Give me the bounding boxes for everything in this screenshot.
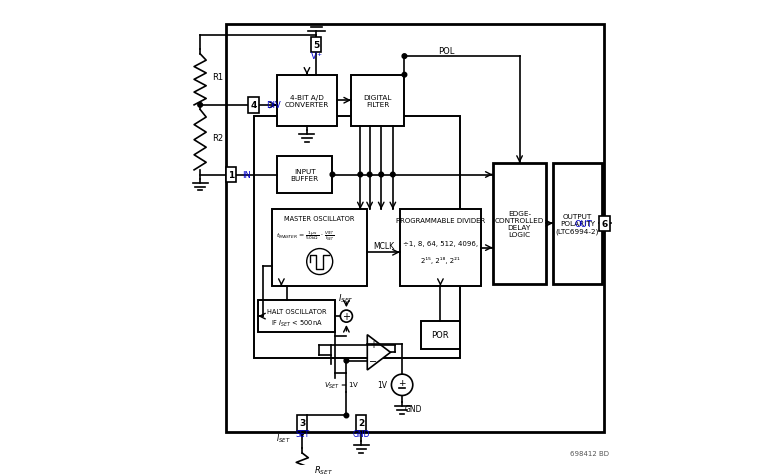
Text: 1: 1 — [227, 170, 234, 179]
Text: HALT OSCILLATOR: HALT OSCILLATOR — [266, 308, 326, 314]
Text: 4-BIT A/D
CONVERTER: 4-BIT A/D CONVERTER — [285, 95, 329, 108]
Bar — [298, 416, 308, 431]
Text: +: + — [342, 311, 351, 321]
Text: POR: POR — [432, 330, 449, 339]
Text: $R_{SET}$: $R_{SET}$ — [314, 463, 333, 476]
Text: 2¹⁵, 2¹⁸, 2²¹: 2¹⁵, 2¹⁸, 2²¹ — [421, 256, 460, 263]
Bar — [493, 164, 546, 284]
Text: $I_{SET}$: $I_{SET}$ — [276, 432, 291, 444]
Bar — [226, 168, 236, 183]
Text: OUTPUT
POLARITY
(LTC6994-2): OUTPUT POLARITY (LTC6994-2) — [556, 214, 599, 234]
Bar — [276, 157, 333, 194]
Text: MCLK: MCLK — [373, 241, 394, 250]
Bar — [259, 300, 335, 333]
Circle shape — [344, 358, 348, 363]
Polygon shape — [367, 335, 390, 370]
Bar — [600, 216, 610, 231]
Text: 3: 3 — [299, 418, 305, 427]
Text: V$^+$: V$^+$ — [309, 50, 323, 61]
Bar — [351, 76, 405, 127]
Bar — [311, 38, 321, 53]
Text: POL: POL — [438, 47, 455, 55]
Text: $V_{SET}$ = 1V: $V_{SET}$ = 1V — [324, 380, 359, 390]
Text: −: − — [369, 356, 377, 366]
Text: 5: 5 — [313, 41, 319, 50]
Text: ÷1, 8, 64, 512, 4096,: ÷1, 8, 64, 512, 4096, — [403, 240, 478, 247]
Text: GND: GND — [405, 405, 422, 414]
Text: 698412 BD: 698412 BD — [569, 450, 608, 456]
Circle shape — [402, 55, 407, 60]
Text: 6: 6 — [601, 219, 608, 228]
Text: R1: R1 — [212, 73, 223, 82]
Text: 1V: 1V — [376, 380, 387, 389]
Circle shape — [391, 374, 413, 396]
Text: R2: R2 — [212, 134, 223, 142]
Circle shape — [341, 310, 352, 322]
Circle shape — [367, 173, 372, 178]
Text: 2: 2 — [358, 418, 365, 427]
Circle shape — [379, 173, 383, 178]
Text: INPUT
BUFFER: INPUT BUFFER — [291, 169, 319, 182]
Circle shape — [198, 103, 202, 108]
Text: OUT: OUT — [575, 219, 593, 228]
Bar — [421, 321, 460, 349]
Text: +: + — [369, 339, 377, 349]
Text: PROGRAMMABLE DIVIDER: PROGRAMMABLE DIVIDER — [396, 217, 485, 223]
Text: MASTER OSCILLATOR: MASTER OSCILLATOR — [284, 215, 355, 221]
Text: SET: SET — [295, 429, 309, 438]
Text: IN: IN — [242, 170, 251, 179]
Bar — [276, 76, 337, 127]
Circle shape — [390, 173, 395, 178]
Text: EDGE-
CONTROLLED
DELAY
LOGIC: EDGE- CONTROLLED DELAY LOGIC — [494, 210, 544, 237]
Circle shape — [402, 73, 407, 78]
Bar — [226, 25, 604, 432]
Bar — [248, 98, 259, 113]
Bar — [356, 416, 366, 431]
Text: IF $I_{SET}$ < 500nA: IF $I_{SET}$ < 500nA — [270, 318, 323, 328]
Circle shape — [344, 413, 348, 418]
Text: $t_{MASTER}$ = $\frac{1\mu s}{50k\Omega}$ $\cdot$ $\frac{V_{SET}}{I_{SET}}$: $t_{MASTER}$ = $\frac{1\mu s}{50k\Omega}… — [276, 229, 335, 242]
Circle shape — [330, 173, 335, 178]
Circle shape — [307, 249, 333, 275]
Text: +: + — [398, 378, 406, 387]
Text: DIGITAL
FILTER: DIGITAL FILTER — [363, 95, 392, 108]
Text: DIV: DIV — [266, 101, 281, 110]
Circle shape — [358, 173, 362, 178]
Bar — [272, 210, 367, 287]
Text: $I_{SET}$: $I_{SET}$ — [338, 292, 355, 304]
Text: 4: 4 — [251, 101, 257, 110]
Bar — [254, 117, 460, 358]
Bar — [553, 164, 601, 284]
Text: GND: GND — [352, 429, 370, 438]
Bar — [400, 210, 481, 287]
